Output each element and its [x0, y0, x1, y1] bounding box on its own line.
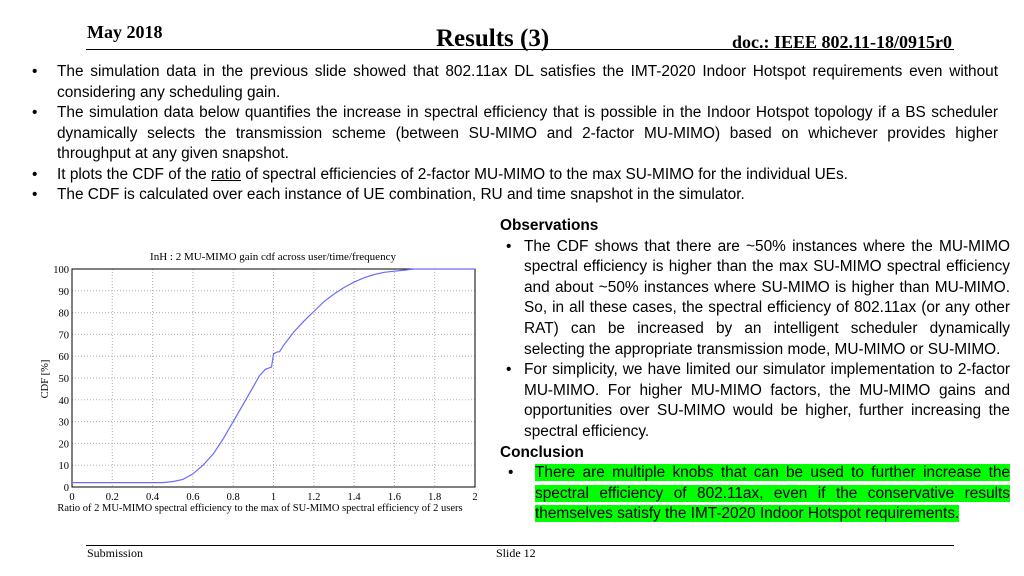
chart-title: InH : 2 MU-MIMO gain cdf across user/tim… — [150, 251, 396, 263]
footer-divider — [86, 545, 954, 546]
highlighted-conclusion: There are multiple knobs that can be use… — [535, 464, 1010, 523]
x-tick-label: 0.8 — [227, 492, 240, 503]
bullet-text: It plots the CDF of the — [57, 165, 211, 183]
document-id: doc.: IEEE 802.11-18/0915r0 — [731, 32, 952, 52]
bullet-item: The simulation data in the previous slid… — [32, 62, 998, 103]
bullet-item: The simulation data below quantifies the… — [32, 103, 998, 165]
plot-frame — [71, 268, 476, 488]
cdf-chart: 0 0.2 0.4 0.6 0.8 1 1.2 1.4 1.6 1.8 20102030405060… — [30, 240, 500, 525]
y-tick-label: 100 — [53, 265, 69, 276]
observation-item: For simplicity, we have limited our simu… — [500, 360, 1010, 442]
chart-background — [30, 240, 500, 525]
x-tick-label: 1.4 — [348, 492, 362, 503]
x-tick-label: 1 — [271, 492, 276, 503]
x-axis-label: Ratio of 2 MU-MIMO spectral efficiency t… — [57, 503, 462, 514]
x-tick-label: 0.6 — [186, 492, 199, 503]
y-tick-label: 0 — [64, 483, 69, 494]
observation-item: The CDF shows that there are ~50% instan… — [500, 237, 1010, 361]
y-tick-label: 80 — [59, 309, 70, 320]
bullet-item: It plots the CDF of the ratio of spectra… — [32, 165, 998, 186]
bullet-text: of spectral efficiencies of 2-factor MU-… — [240, 165, 848, 183]
bullet-item: The CDF is calculated over each instance… — [32, 185, 998, 206]
header-divider — [86, 49, 954, 50]
underlined-word: ratio — [210, 165, 241, 183]
slide-number: Slide 12 — [496, 546, 536, 560]
x-tick-label: 0 — [69, 492, 74, 503]
x-tick-label: 1.2 — [307, 492, 320, 503]
intro-bullet-list: The simulation data in the previous slid… — [32, 62, 998, 206]
observations-panel: Observations The CDF shows that there ar… — [500, 216, 1010, 525]
conclusion-heading: Conclusion — [500, 443, 584, 461]
chart-tick-labels: 0 0.2 0.4 0.6 0.8 1 1.2 1.4 1.6 1.8 20102030405060… — [53, 265, 477, 503]
observations-list: The CDF shows that there are ~50% instan… — [500, 237, 1010, 443]
x-tick-label: 2 — [472, 492, 477, 503]
y-tick-label: 60 — [59, 352, 70, 363]
cdf-series-line — [72, 268, 475, 484]
y-tick-label: 40 — [59, 396, 70, 407]
conclusion-item: There are multiple knobs that can be use… — [500, 463, 1010, 525]
conclusion-list: There are multiple knobs that can be use… — [500, 463, 1010, 525]
y-axis-label: CDF [%] — [40, 360, 51, 399]
x-tick-label: 1.6 — [388, 492, 401, 503]
slide-title: Results (3) — [436, 25, 550, 52]
x-tick-label: 1.8 — [428, 492, 441, 503]
header-date: May 2018 — [87, 22, 163, 42]
y-tick-label: 10 — [59, 461, 70, 472]
observations-heading: Observations — [500, 217, 599, 234]
y-tick-label: 50 — [59, 374, 70, 385]
y-tick-label: 90 — [59, 287, 70, 298]
x-tick-label: 0.2 — [106, 492, 119, 503]
chart-grid — [72, 269, 475, 487]
y-tick-label: 70 — [59, 330, 70, 341]
y-tick-label: 30 — [59, 418, 70, 429]
footer-submission: Submission — [87, 546, 144, 560]
x-tick-label: 0.4 — [146, 492, 160, 503]
y-tick-label: 20 — [59, 439, 70, 450]
